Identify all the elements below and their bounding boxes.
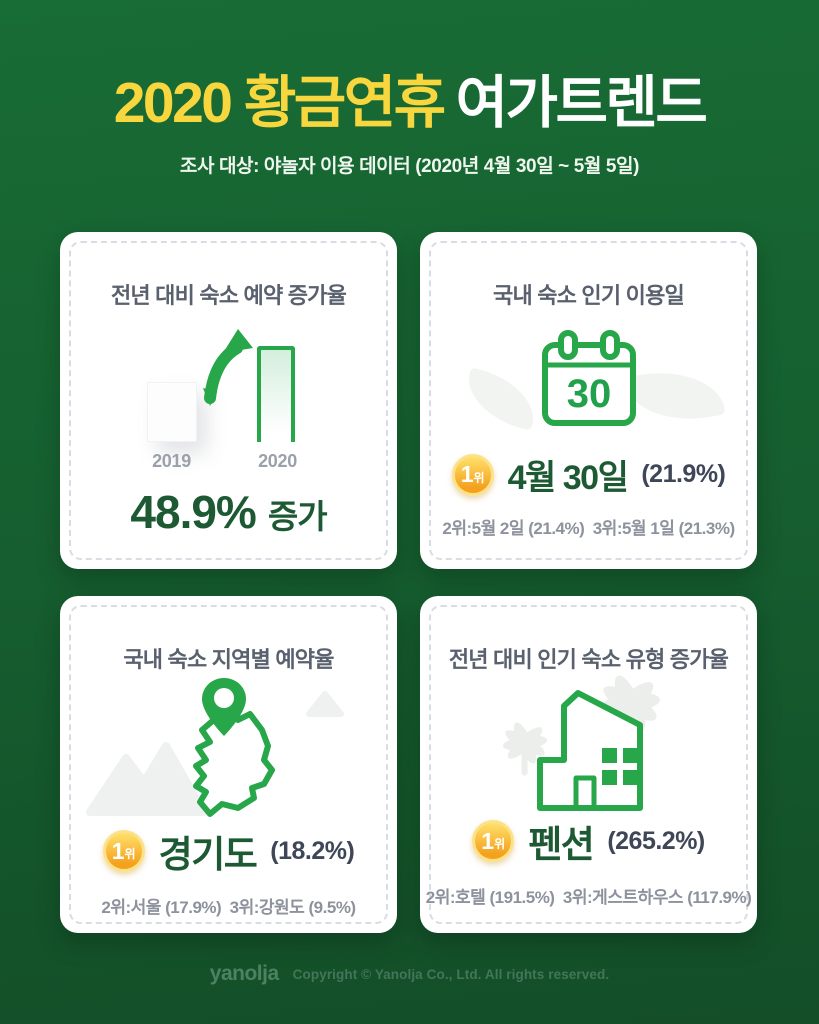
header: 2020 황금연휴 여가트렌드 조사 대상: 야놀자 이용 데이터 (2020년 … <box>0 0 819 178</box>
growth-value: 48.9% <box>130 486 256 538</box>
bar-2019-icon <box>146 381 197 442</box>
rank-number: 1 <box>460 461 474 487</box>
card-booking-growth: 전년 대비 숙소 예약 증가율 2019 2020 <box>60 232 397 569</box>
small-mountain-icon <box>306 691 344 717</box>
card-popular-date: 국내 숙소 인기 이용일 30 1 위 <box>420 232 757 569</box>
title-rest: 여가트렌드 <box>455 71 708 135</box>
footer: yanolja Copyright © Yanolja Co., Ltd. Al… <box>0 962 819 986</box>
rank-value: 4월 30일 <box>507 459 629 497</box>
rank-number: 1 <box>481 827 495 854</box>
page-title: 2020 황금연휴 여가트렌드 <box>0 71 819 135</box>
rank-number: 1 <box>111 837 125 864</box>
bar-2020-icon <box>256 345 295 442</box>
card-title: 전년 대비 숙소 예약 증가율 <box>110 283 347 308</box>
pension-house-icon <box>536 690 643 811</box>
korea-map-icon <box>192 678 275 817</box>
subranks: 2위:5월 2일 (21.4%) 3위:5월 1일 (21.3%) <box>442 519 735 538</box>
growth-chart-zone: 2019 2020 <box>78 310 379 481</box>
survey-subtitle: 조사 대상: 야놀자 이용 데이터 (2020년 4월 30일 ~ 5월 5일) <box>179 155 640 177</box>
rank-unit: 위 <box>473 470 485 485</box>
growth-bars-icon: 2019 2020 <box>141 320 317 472</box>
stat-card-grid: 전년 대비 숙소 예약 증가율 2019 2020 <box>60 232 757 933</box>
card-title: 국내 숙소 지역별 예약율 <box>123 647 334 672</box>
yanolja-logo: yanolja <box>209 962 279 985</box>
card-stay-type-growth-inner: 전년 대비 인기 숙소 유형 증가율 <box>420 596 757 933</box>
rank-unit: 위 <box>124 847 136 861</box>
rank-pct: (18.2%) <box>270 836 355 865</box>
rank-unit: 위 <box>494 837 506 851</box>
copyright-text: Copyright © Yanolja Co., Ltd. All rights… <box>292 966 610 982</box>
subranks: 2위:호텔 (191.5%) 3위:게스트하우스 (117.9%) <box>425 888 752 907</box>
rank-value: 펜션 <box>528 824 595 865</box>
card-title: 국내 숙소 인기 이용일 <box>493 283 685 308</box>
map-zone <box>78 674 379 822</box>
bar-label-2019: 2019 <box>152 450 191 471</box>
rank-1-badge: 1 위 <box>102 830 145 872</box>
rank-value: 경기도 <box>158 834 258 875</box>
subranks: 2위:서울 (17.9%) 3위:강원도 (9.5%) <box>101 898 356 917</box>
card-stay-type-growth: 전년 대비 인기 숙소 유형 증가율 <box>420 596 757 933</box>
mountains-icon <box>86 742 208 816</box>
rank-pct: (265.2%) <box>607 826 705 855</box>
rank-row: 1 위 4월 30일 (21.9%) <box>451 450 726 499</box>
palm-tree-icon <box>502 722 548 776</box>
growth-arrow-icon <box>202 328 253 406</box>
calendar-day-number: 30 <box>566 372 611 416</box>
card-popular-date-inner: 국내 숙소 인기 이용일 30 1 위 <box>420 232 757 569</box>
card-booking-growth-inner: 전년 대비 숙소 예약 증가율 2019 2020 <box>60 232 397 569</box>
bar-label-2020: 2020 <box>258 450 297 471</box>
rank-1-badge: 1 위 <box>472 820 515 862</box>
rank-1-badge: 1 위 <box>451 453 494 496</box>
card-title: 전년 대비 인기 숙소 유형 증가율 <box>448 647 729 672</box>
rank-row: 1 위 경기도 (18.2%) <box>102 824 355 878</box>
card-region-bookings: 국내 숙소 지역별 예약율 1 <box>60 596 397 933</box>
card-region-bookings-inner: 국내 숙소 지역별 예약율 1 <box>60 596 397 933</box>
calendar-zone: 30 <box>438 310 739 448</box>
leaf-icon <box>459 367 543 431</box>
rank-row: 1 위 펜션 (265.2%) <box>472 814 705 868</box>
rank-pct: (21.9%) <box>641 460 726 488</box>
title-highlight: 2020 황금연휴 <box>113 71 446 135</box>
house-zone <box>438 674 739 812</box>
calendar-icon: 30 <box>541 330 636 426</box>
growth-value-row: 48.9% 증가 <box>130 485 328 539</box>
growth-suffix: 증가 <box>267 498 328 535</box>
